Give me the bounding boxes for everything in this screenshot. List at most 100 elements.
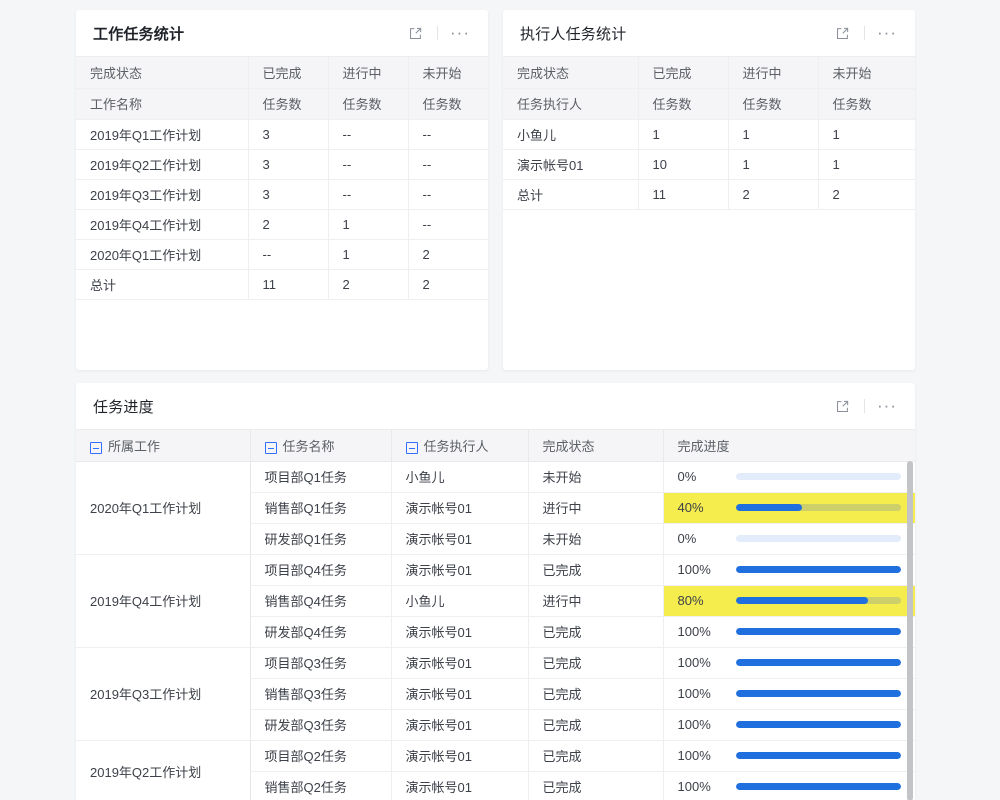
table-body: 2019年Q1工作计划 3 -- -- 2019年Q2工作计划 3 -- -- … — [76, 119, 488, 300]
table-row[interactable]: 销售部Q4任务 小鱼儿 进行中 80% — [76, 585, 915, 617]
cell-doing: -- — [328, 179, 409, 210]
table-head: 所属工作 任务名称 任务执行人 完成状态 完成进度 — [76, 430, 915, 462]
cell-done: 3 — [248, 179, 329, 210]
expand-icon[interactable] — [828, 19, 856, 47]
progress-value: 100% — [677, 686, 711, 701]
progress-value: 0% — [677, 469, 697, 484]
cell-doing: 2 — [328, 269, 409, 300]
cell-group-name: 2019年Q4工作计划 — [76, 554, 251, 648]
table-row[interactable]: 演示帐号01 10 1 1 — [503, 149, 915, 180]
cell-progress: 80% — [663, 585, 915, 617]
column-header-work[interactable]: 所属工作 — [76, 430, 251, 462]
table-row[interactable]: 销售部Q3任务 演示帐号01 已完成 100% — [76, 678, 915, 710]
table-row-total[interactable]: 总计 11 2 2 — [503, 179, 915, 210]
table-row[interactable]: 研发部Q4任务 演示帐号01 已完成 100% — [76, 616, 915, 648]
cell-name: 2019年Q4工作计划 — [76, 209, 249, 240]
table-row[interactable]: 研发部Q1任务 演示帐号01 未开始 0% — [76, 523, 915, 555]
column-header-task[interactable]: 任务名称 — [250, 430, 392, 462]
table-row[interactable]: 小鱼儿 1 1 1 — [503, 119, 915, 150]
cell-doing: 1 — [328, 209, 409, 240]
table-row[interactable]: 2020年Q1工作计划 -- 1 2 — [76, 239, 488, 270]
table-row[interactable]: 2019年Q4工作计划 项目部Q4任务 演示帐号01 已完成 100% — [76, 554, 915, 648]
table-row[interactable]: 2019年Q2工作计划 项目部Q2任务 演示帐号01 已完成 100% — [76, 740, 915, 800]
progress-bar — [735, 473, 901, 480]
collapse-icon[interactable] — [264, 442, 277, 455]
cell-group-name: 2020年Q1工作计划 — [76, 461, 251, 555]
table-row[interactable]: 2020年Q1工作计划 项目部Q1任务 小鱼儿 未开始 0% — [76, 461, 915, 555]
card-title: 任务进度 — [93, 398, 154, 416]
cell-assignee: 演示帐号01 — [391, 523, 529, 555]
more-dots: ··· — [450, 23, 470, 42]
cell-done: 3 — [248, 119, 329, 150]
table-row-total[interactable]: 总计 11 2 2 — [76, 269, 488, 300]
cell-done: 10 — [638, 149, 729, 180]
table-row[interactable]: 销售部Q2任务 演示帐号01 已完成 100% — [76, 771, 915, 800]
cell-task: 销售部Q1任务 — [250, 492, 392, 524]
more-icon[interactable]: ··· — [873, 392, 901, 420]
cell-status: 未开始 — [528, 523, 664, 555]
expand-icon[interactable] — [828, 392, 856, 420]
progress-value: 100% — [677, 624, 711, 639]
table-row[interactable]: 研发部Q3任务 演示帐号01 已完成 100% — [76, 709, 915, 741]
column-header-status[interactable]: 完成状态 — [528, 430, 664, 462]
assignee-stats-table: 完成状态 已完成 进行中 未开始 任务执行人 任务数 任务数 任务数 小鱼儿 — [503, 57, 915, 210]
cell-todo: 2 — [408, 239, 488, 270]
cell-doing: -- — [328, 119, 409, 150]
cell-todo: 2 — [408, 269, 488, 300]
table-row[interactable]: 2019年Q3工作计划 3 -- -- — [76, 179, 488, 210]
more-icon[interactable]: ··· — [446, 19, 474, 47]
collapse-icon[interactable] — [405, 442, 418, 455]
cell-assignee: 演示帐号01 — [391, 554, 529, 586]
header-row: 完成状态 已完成 进行中 未开始 — [76, 57, 488, 89]
more-dots: ··· — [877, 396, 897, 415]
column-header-assignee[interactable]: 任务执行人 — [391, 430, 529, 462]
table-row[interactable]: 2019年Q3工作计划 项目部Q3任务 演示帐号01 已完成 100% — [76, 647, 915, 741]
cell-progress: 100% — [663, 709, 915, 741]
cell-progress: 0% — [663, 461, 915, 493]
cell-task: 销售部Q4任务 — [250, 585, 392, 617]
cell-doing: -- — [328, 149, 409, 180]
table-row[interactable]: 2019年Q2工作计划 3 -- -- — [76, 149, 488, 180]
cell-doing: 1 — [328, 239, 409, 270]
cell-progress: 100% — [663, 678, 915, 710]
table-row[interactable]: 2019年Q4工作计划 2 1 -- — [76, 209, 488, 240]
cell-assignee: 总计 — [503, 179, 639, 210]
header-divider — [864, 26, 865, 40]
collapse-icon[interactable] — [90, 442, 102, 455]
cell-status: 进行中 — [528, 585, 664, 617]
table-head: 完成状态 已完成 进行中 未开始 任务执行人 任务数 任务数 任务数 — [503, 57, 915, 120]
card-task-progress: 任务进度 ··· — [76, 383, 915, 800]
cell-assignee: 演示帐号01 — [391, 647, 529, 679]
table-body: 小鱼儿 1 1 1 演示帐号01 10 1 1 总计 11 2 — [503, 119, 915, 210]
cell-assignee: 演示帐号01 — [391, 740, 529, 772]
cell-assignee: 小鱼儿 — [391, 461, 529, 493]
cell-status: 已完成 — [528, 554, 664, 586]
cell-status: 已完成 — [528, 647, 664, 679]
cell-progress: 100% — [663, 771, 915, 800]
progress-value: 0% — [677, 531, 697, 546]
header-cell: 任务数 — [638, 88, 729, 120]
column-header-progress[interactable]: 完成进度 — [663, 430, 915, 462]
cell-progress: 100% — [663, 554, 915, 586]
cell-doing: 1 — [728, 149, 819, 180]
cell-doing: 1 — [728, 119, 819, 150]
table-row[interactable]: 销售部Q1任务 演示帐号01 进行中 40% — [76, 492, 915, 524]
table-row[interactable]: 2019年Q1工作计划 3 -- -- — [76, 119, 488, 150]
more-icon[interactable]: ··· — [873, 19, 901, 47]
cell-assignee: 演示帐号01 — [391, 771, 529, 800]
cell-progress: 100% — [663, 740, 915, 772]
progress-value: 40% — [677, 500, 704, 515]
cell-task: 销售部Q3任务 — [250, 678, 392, 710]
progress-bar — [735, 628, 901, 635]
vertical-scrollbar[interactable] — [907, 461, 913, 800]
progress-value: 100% — [677, 562, 711, 577]
expand-icon[interactable] — [401, 19, 429, 47]
cell-name: 2019年Q1工作计划 — [76, 119, 249, 150]
card-body: 完成状态 已完成 进行中 未开始 工作名称 任务数 任务数 任务数 2019年Q… — [76, 57, 488, 300]
card-header-actions: ··· — [828, 19, 901, 47]
cell-todo: -- — [408, 209, 488, 240]
progress-value: 100% — [677, 748, 711, 763]
progress-value: 100% — [677, 717, 711, 732]
table-body: 2020年Q1工作计划 项目部Q1任务 小鱼儿 未开始 0% 销售部Q1任务 — [76, 461, 915, 800]
column-header-label: 任务名称 — [282, 438, 335, 454]
